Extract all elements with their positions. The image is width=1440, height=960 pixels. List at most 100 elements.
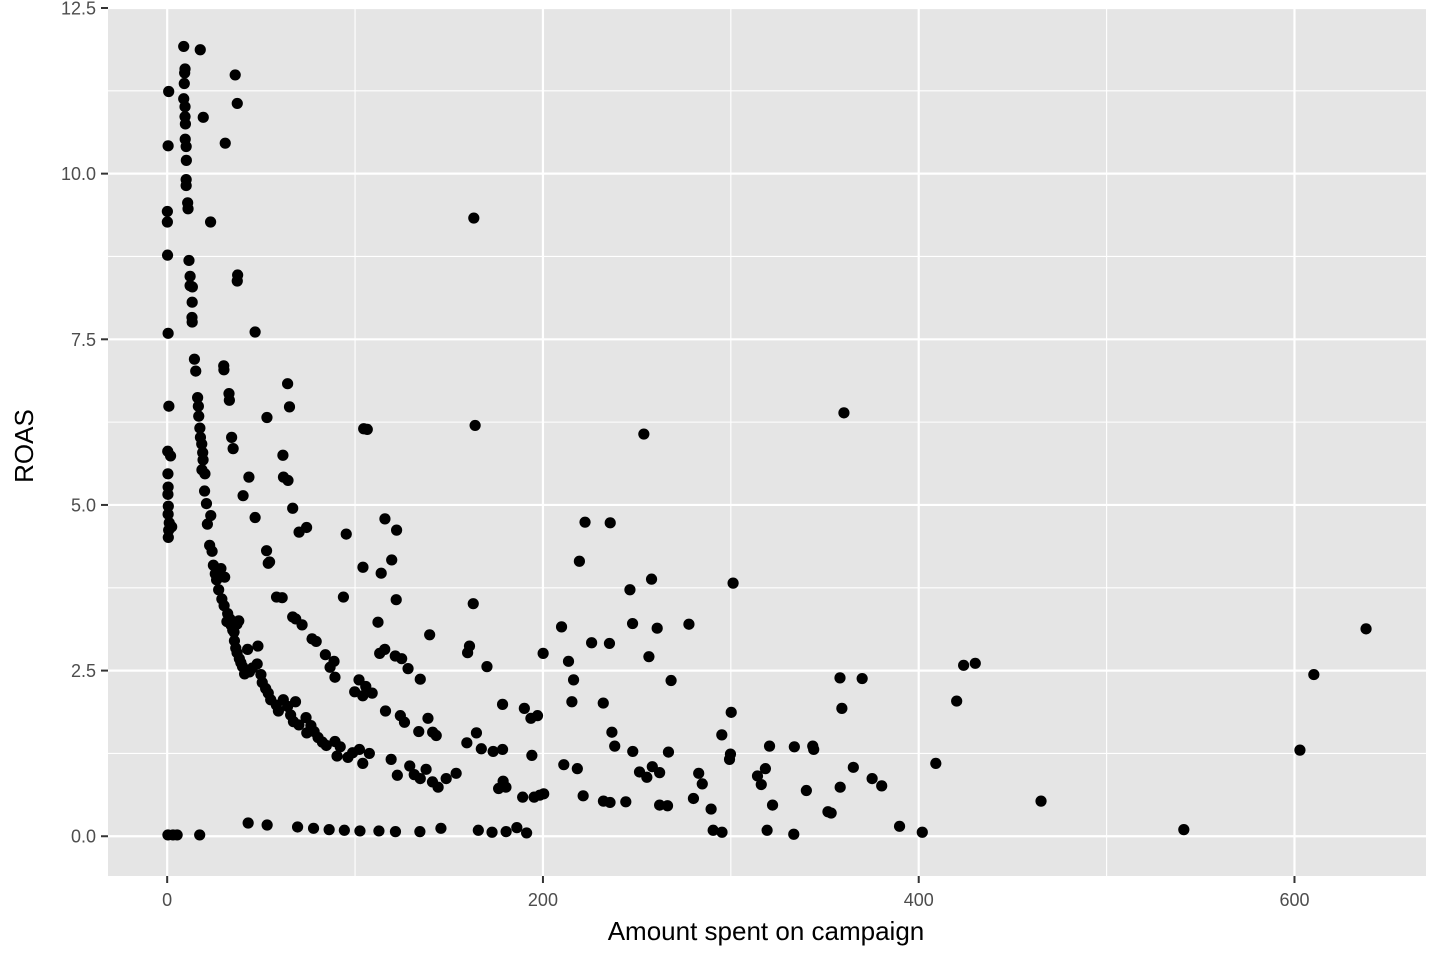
data-point — [215, 562, 227, 575]
data-point — [836, 702, 848, 714]
data-point — [161, 205, 173, 218]
x-tick-label: 600 — [1279, 890, 1309, 910]
data-point — [338, 824, 350, 836]
data-point — [759, 763, 772, 775]
data-point — [323, 824, 335, 836]
data-point — [276, 592, 288, 604]
data-point — [517, 791, 529, 803]
data-point — [205, 509, 217, 522]
data-point — [242, 817, 254, 829]
data-point — [475, 743, 487, 755]
data-point — [461, 737, 473, 749]
data-point — [571, 763, 583, 775]
data-point — [538, 788, 550, 800]
data-point — [171, 829, 183, 841]
data-point — [661, 800, 674, 812]
data-point — [179, 67, 191, 79]
data-point — [390, 594, 402, 606]
data-point — [337, 591, 350, 603]
data-point — [627, 745, 639, 758]
data-point — [180, 140, 192, 153]
data-point — [180, 179, 192, 192]
data-point — [331, 750, 343, 762]
data-point — [604, 796, 616, 809]
data-point — [237, 490, 249, 502]
data-point — [249, 326, 261, 338]
data-point — [834, 781, 846, 793]
plot-panel — [108, 8, 1426, 876]
data-point — [727, 577, 739, 589]
data-point — [838, 407, 850, 419]
data-point — [162, 531, 174, 544]
data-point — [289, 696, 302, 708]
data-point — [724, 748, 737, 760]
y-tick-label: 0.0 — [71, 827, 96, 847]
data-point — [373, 825, 385, 837]
data-point — [577, 790, 589, 802]
data-point — [385, 753, 397, 765]
x-tick-label: 400 — [904, 890, 934, 910]
data-point — [227, 443, 239, 455]
data-point — [282, 378, 294, 390]
data-point — [231, 275, 243, 287]
data-point — [435, 822, 447, 834]
data-point — [162, 468, 174, 480]
data-point — [319, 649, 331, 661]
data-point — [366, 687, 378, 699]
data-point — [755, 778, 767, 791]
data-point — [511, 822, 523, 834]
x-tick-label: 0 — [162, 890, 172, 910]
data-point — [188, 353, 201, 365]
data-point — [603, 637, 616, 650]
data-point — [182, 203, 194, 215]
data-point — [243, 471, 255, 483]
y-tick-label: 5.0 — [71, 495, 96, 515]
data-point — [414, 673, 426, 685]
data-point — [662, 746, 675, 758]
data-point — [282, 474, 294, 487]
data-point — [179, 118, 192, 130]
data-point — [219, 137, 231, 149]
data-point — [340, 528, 352, 540]
data-point — [213, 584, 225, 596]
data-point — [566, 696, 578, 708]
data-point — [329, 671, 341, 683]
data-point — [320, 739, 332, 752]
data-point — [930, 757, 942, 769]
data-point — [496, 698, 509, 710]
data-point — [194, 829, 206, 841]
data-point — [357, 690, 369, 702]
data-point — [226, 431, 238, 443]
data-point — [420, 763, 432, 775]
axes: 0.0 2.5 5.0 7.5 10.0 12.5 0 200 400 600 — [61, 0, 1310, 910]
data-point — [1178, 824, 1190, 836]
data-point — [163, 85, 175, 98]
data-point — [183, 254, 195, 267]
data-point — [193, 410, 205, 422]
x-axis-title: Amount spent on campaign — [608, 916, 925, 946]
data-point — [402, 663, 414, 675]
data-point — [696, 778, 708, 790]
data-point — [763, 740, 776, 752]
data-point — [500, 781, 512, 793]
data-point — [386, 554, 398, 566]
data-point — [430, 729, 442, 742]
data-point — [162, 500, 174, 512]
data-point — [375, 567, 387, 579]
data-point — [487, 745, 499, 758]
data-point — [496, 743, 509, 756]
data-point — [579, 516, 591, 528]
data-point — [192, 392, 204, 404]
y-tick-label: 12.5 — [61, 0, 96, 19]
data-point — [440, 772, 452, 785]
y-axis-title: ROAS — [9, 409, 39, 483]
data-point — [586, 637, 598, 649]
data-point — [241, 643, 254, 655]
data-point — [958, 659, 970, 671]
data-point — [390, 524, 403, 536]
data-point — [204, 216, 217, 228]
data-point — [196, 438, 208, 450]
data-point — [609, 740, 621, 752]
data-point — [296, 619, 308, 631]
data-point — [233, 615, 245, 627]
